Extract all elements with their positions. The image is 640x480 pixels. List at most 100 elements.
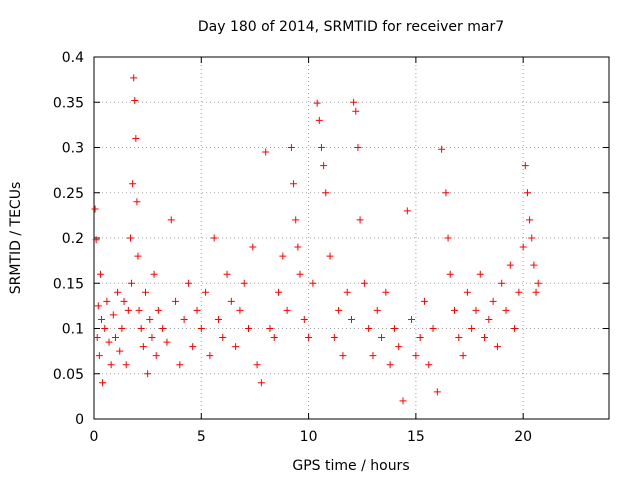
data-point <box>348 315 355 323</box>
data-point <box>498 279 506 287</box>
ticks <box>93 56 609 420</box>
y-axis-title: SRMTID / TECUs <box>8 182 24 295</box>
data-point <box>148 334 156 342</box>
data-point <box>253 361 261 369</box>
data-point <box>523 189 531 197</box>
data-point <box>236 306 244 314</box>
data-point <box>425 361 433 369</box>
data-point <box>476 270 484 278</box>
data-point <box>493 343 501 351</box>
data-point <box>468 325 476 332</box>
data-point <box>172 297 180 305</box>
data-point <box>386 361 394 369</box>
data-point <box>146 315 154 323</box>
x-tick-label: 5 <box>197 429 206 445</box>
x-tick-label: 20 <box>514 429 532 445</box>
data-point <box>124 306 132 314</box>
data-point <box>210 234 218 242</box>
data-point <box>408 315 416 323</box>
data-point <box>322 189 330 197</box>
y-tick-label: 0.1 <box>62 322 84 338</box>
tick-labels: 0 5 10 15 20 0 0.05 0.1 0.15 0.2 0.25 0.3 0.35 0.4 <box>53 50 532 445</box>
data-point <box>249 243 257 251</box>
data-point <box>131 96 139 104</box>
data-point <box>294 243 302 251</box>
data-point <box>270 334 278 342</box>
data-point <box>91 205 99 213</box>
data-point <box>129 180 137 188</box>
data-point <box>176 361 184 369</box>
data-point <box>335 306 343 314</box>
data-point <box>330 334 338 342</box>
data-point <box>502 306 510 314</box>
data-point <box>442 189 450 197</box>
data-point <box>305 334 313 342</box>
y-tick-label: 0 <box>75 412 84 428</box>
y-tick-label: 0.4 <box>62 50 84 66</box>
data-point <box>105 338 113 346</box>
data-point <box>526 216 534 224</box>
data-point <box>420 297 428 305</box>
data-point <box>266 325 274 332</box>
data-point <box>96 270 104 278</box>
data-point <box>167 216 175 224</box>
data-point <box>114 288 122 296</box>
data-point <box>287 144 295 151</box>
data-point <box>257 379 265 387</box>
data-point <box>92 236 100 244</box>
data-point <box>455 334 463 342</box>
data-point <box>350 98 358 106</box>
data-point <box>214 315 222 323</box>
data-point <box>292 216 300 224</box>
data-point <box>399 397 407 405</box>
data-point <box>262 148 270 156</box>
data-point <box>275 288 283 296</box>
y-tick-label: 0.35 <box>53 95 84 111</box>
data-point <box>416 334 424 342</box>
data-point <box>120 297 128 305</box>
data-point <box>326 252 334 260</box>
data-markers <box>91 74 542 405</box>
data-point <box>144 370 152 378</box>
data-point <box>245 325 252 332</box>
data-point <box>429 325 437 332</box>
y-tick-label: 0.3 <box>62 141 84 157</box>
data-point <box>126 234 134 242</box>
data-point <box>111 334 119 342</box>
data-point <box>128 279 136 287</box>
data-point <box>534 279 542 287</box>
data-point <box>135 306 143 314</box>
data-point <box>95 352 103 360</box>
data-point <box>137 325 145 332</box>
data-point <box>519 243 527 251</box>
data-point <box>94 302 102 310</box>
data-point <box>382 288 390 296</box>
data-point <box>360 279 368 287</box>
data-point <box>116 347 124 355</box>
data-point <box>403 207 411 215</box>
y-tick-label: 0.2 <box>62 231 84 247</box>
x-tick-label: 0 <box>90 429 99 445</box>
data-point <box>290 180 298 188</box>
data-point <box>438 145 446 153</box>
data-point <box>132 134 140 142</box>
data-point <box>481 334 489 342</box>
data-point <box>378 334 386 342</box>
data-point <box>99 379 107 387</box>
data-point <box>451 306 458 314</box>
data-point <box>219 334 227 342</box>
data-point <box>118 325 126 332</box>
data-point <box>227 297 235 305</box>
data-point <box>107 361 115 369</box>
data-point <box>412 352 420 360</box>
data-point <box>489 297 497 305</box>
data-point <box>152 352 160 360</box>
x-tick-label: 10 <box>300 429 318 445</box>
data-point <box>109 311 117 319</box>
data-point <box>189 343 197 351</box>
data-point <box>163 338 171 346</box>
y-tick-label: 0.05 <box>53 367 84 383</box>
data-point <box>390 325 398 332</box>
data-point <box>197 325 205 332</box>
